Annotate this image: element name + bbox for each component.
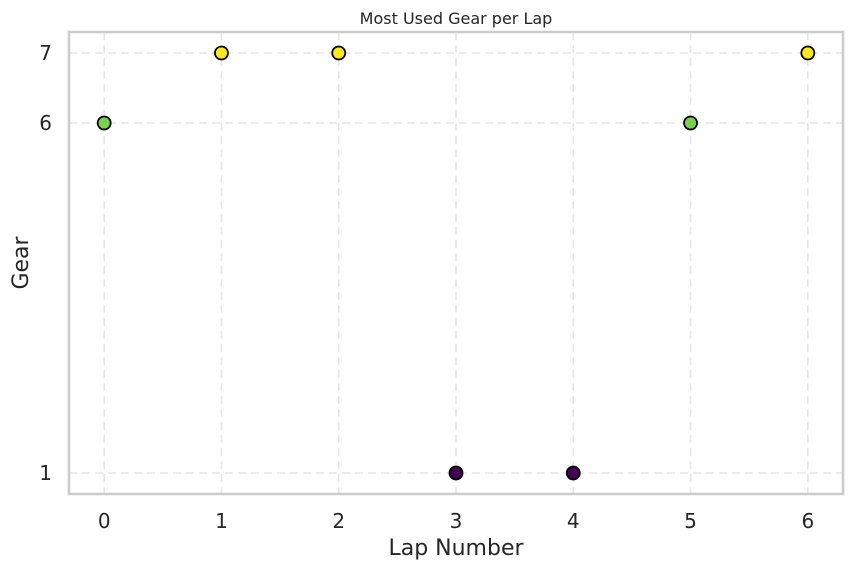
data-point xyxy=(565,465,581,481)
chart-title: Most Used Gear per Lap xyxy=(360,9,553,28)
x-tick-label: 6 xyxy=(801,509,814,533)
x-tick-label: 3 xyxy=(450,509,463,533)
y-axis-label: Gear xyxy=(9,235,34,289)
x-tick-label: 2 xyxy=(332,509,345,533)
x-tick-label: 1 xyxy=(215,509,228,533)
data-point xyxy=(331,45,347,61)
data-points xyxy=(96,45,816,481)
x-tick-label: 5 xyxy=(684,509,697,533)
data-point xyxy=(96,115,112,131)
data-point xyxy=(800,45,816,61)
tick-labels: 0 1 2 3 4 5 6 1 6 7 xyxy=(39,41,814,533)
y-tick-label: 7 xyxy=(39,41,52,65)
x-axis-label: Lap Number xyxy=(388,536,524,561)
plot-frame xyxy=(67,30,845,496)
y-tick-label: 1 xyxy=(39,461,52,485)
x-tick-label: 0 xyxy=(98,509,111,533)
y-tick-label: 6 xyxy=(39,111,52,135)
grid-lines xyxy=(69,32,843,494)
x-tick-label: 4 xyxy=(567,509,580,533)
data-point xyxy=(683,115,698,131)
data-point xyxy=(214,45,229,61)
data-point xyxy=(448,465,464,481)
